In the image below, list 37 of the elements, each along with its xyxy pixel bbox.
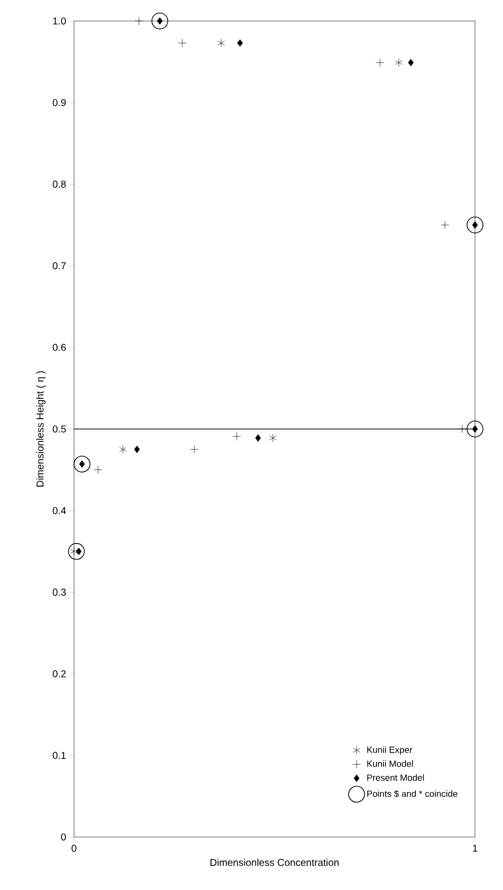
y-tick-label: 1.0	[53, 17, 66, 25]
y-axis-title: Dimensionless Height ( η )	[36, 371, 46, 487]
point	[395, 58, 402, 67]
y-tick-label: 0.7	[52, 262, 66, 270]
point	[190, 445, 198, 454]
point	[376, 58, 384, 67]
y-tick-label: 0.3	[52, 588, 66, 596]
point	[237, 39, 243, 47]
y-tick-label: 0.2	[52, 670, 66, 678]
legend-label: Kunii Exper	[367, 746, 412, 755]
point	[255, 434, 261, 442]
point	[134, 446, 140, 454]
y-tick-label: 0.1	[52, 752, 66, 759]
y-tick-label: 0.9	[52, 99, 66, 106]
point	[68, 543, 85, 560]
point	[94, 466, 102, 474]
legend-label: Kunii Model	[367, 760, 413, 767]
point	[408, 58, 414, 66]
point	[232, 432, 241, 441]
legend-label: Points $ and * coincide	[367, 790, 458, 798]
legend-label: Present Model	[367, 774, 424, 781]
y-tick-label: 0.6	[52, 344, 66, 351]
point	[218, 38, 225, 48]
y-tick-label: 0	[61, 833, 66, 841]
point	[134, 16, 144, 26]
y-tick-label: 0.5	[52, 425, 66, 433]
y-tick-label: 0.4	[52, 507, 66, 514]
point	[440, 220, 450, 230]
point	[74, 456, 90, 472]
point	[119, 445, 127, 454]
x-tick-label: 1	[473, 844, 478, 852]
point	[151, 12, 168, 30]
point	[458, 424, 466, 434]
point	[269, 434, 277, 442]
point	[178, 38, 186, 48]
y-tick-label: 0.8	[52, 180, 66, 188]
x-axis-title: Dimensionless Concentration	[210, 858, 339, 866]
